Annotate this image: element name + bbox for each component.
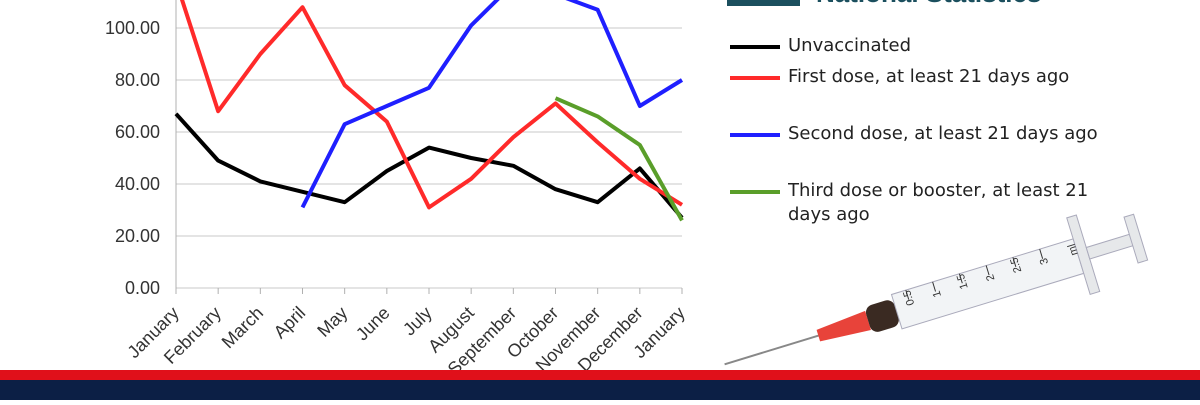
x-tick-label: May <box>313 303 351 341</box>
syringe-tick <box>958 273 963 284</box>
barrel <box>890 238 1085 330</box>
syringe-tick <box>1039 249 1044 259</box>
legend-label: First dose, at least 21 days ago <box>788 66 1070 87</box>
x-tick-label: March <box>218 303 268 353</box>
syringe-scale-label: 1.5 <box>955 272 971 290</box>
series-line <box>300 0 684 209</box>
syringe-tick <box>932 281 937 292</box>
series-line <box>179 0 684 210</box>
y-tick-label: 40.00 <box>115 174 160 194</box>
plunger-end <box>1123 213 1149 264</box>
legend-entry: First dose, at least 21 days ago <box>788 66 1070 87</box>
syringe-tick <box>905 289 910 300</box>
syringe-tick <box>985 265 990 276</box>
logo: National Statistics <box>727 0 1041 8</box>
syringe-scale-label: 2.5 <box>1008 256 1024 274</box>
legend-label: Second dose, at least 21 days ago <box>788 123 1098 144</box>
syringe-scale-label: 1 <box>931 289 944 298</box>
series-line <box>174 112 684 220</box>
x-tick-label: April <box>270 303 310 343</box>
plunger-tip <box>865 300 899 332</box>
y-tick-label: 100.00 <box>105 18 160 38</box>
banner-stripe <box>0 370 1200 380</box>
syringe-unit: ml <box>1066 242 1081 257</box>
syringe-scale-label: 3 <box>1038 257 1051 266</box>
logo-text: National Statistics <box>816 0 1041 8</box>
legend-label: Unvaccinated <box>788 35 912 56</box>
legend-entry: Third dose or booster, at least 21 days … <box>788 180 1089 225</box>
y-tick-label: 0.00 <box>125 278 160 298</box>
x-tick-label: June <box>352 303 394 345</box>
y-tick-label: 80.00 <box>115 70 160 90</box>
legend-entry: Unvaccinated <box>788 35 912 56</box>
y-tick-label: 20.00 <box>115 226 160 246</box>
syringe-tick <box>1012 257 1017 268</box>
syringe-scale-label: 2 <box>984 273 997 282</box>
banner <box>0 380 1200 400</box>
legend-label: Third dose or booster, at least 21 days … <box>788 180 1089 225</box>
syringe-scale-label: 0.5 <box>901 289 917 307</box>
needle <box>724 334 821 366</box>
series-line <box>554 96 684 222</box>
y-tick-label: 60.00 <box>115 122 160 142</box>
x-tick-label: July <box>399 303 436 340</box>
legend-entry: Second dose, at least 21 days ago <box>788 123 1098 144</box>
needle-hub <box>816 310 871 342</box>
logo-mark <box>727 0 800 6</box>
syringe: 0.5 1 1.5 2 2.5 3 ml <box>724 213 1149 366</box>
